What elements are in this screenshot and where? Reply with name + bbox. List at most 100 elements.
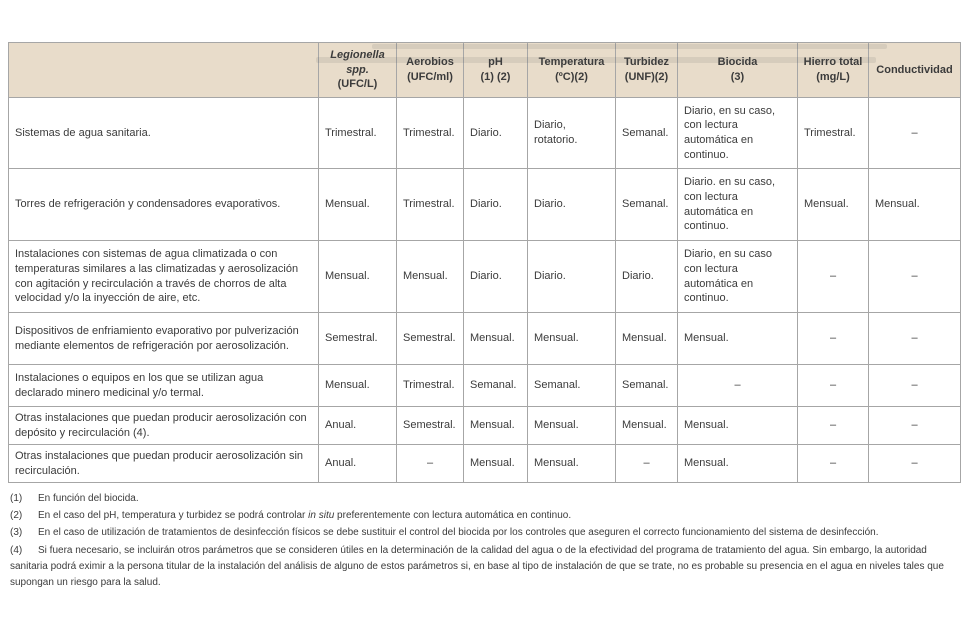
frequency-cell: Diario. [527, 168, 616, 241]
header-main: Temperatura [538, 56, 605, 69]
row-label: Otras instalaciones que puedan producir … [8, 406, 319, 445]
frequency-cell: Mensual. [615, 312, 678, 365]
frequency-cell: – [868, 444, 961, 483]
column-header-conductividad: Conductividad [868, 42, 961, 98]
column-header-turbidez: Turbidez (UNF)(2) [615, 42, 678, 98]
frequency-cell: Mensual. [527, 406, 616, 445]
frequency-cell: Mensual. [797, 168, 869, 241]
frequency-cell: Semanal. [527, 364, 616, 407]
footnote: (2) En el caso del pH, temperatura y turb… [10, 508, 960, 524]
footnote-number: (2) [10, 510, 23, 522]
frequency-cell: Trimestral. [797, 97, 869, 169]
frequency-cell: Semanal. [463, 364, 528, 407]
row-label: Sistemas de agua sanitaria. [8, 97, 319, 169]
frequency-cell: – [677, 364, 798, 407]
frequency-cell: Trimestral. [318, 97, 397, 169]
header-sub: (UFC/L) [337, 78, 378, 91]
column-header-biocida: Biocida (3) [677, 42, 798, 98]
header-sub: (1) (2) [480, 71, 511, 83]
frequency-cell: Diario. [615, 240, 678, 313]
header-sub: (3) [730, 71, 745, 83]
frequency-cell: Diario. en su caso, con lectura automáti… [677, 168, 798, 241]
footnote-text: En el caso de utilización de tratamiento… [38, 527, 879, 539]
sampling-frequency-table: Legionella spp. (UFC/L) Aerobios (UFC/ml) pH… [8, 42, 961, 483]
frequency-cell: – [868, 406, 961, 445]
header-row: Legionella spp. (UFC/L) Aerobios (UFC/ml) pH… [8, 42, 961, 98]
frequency-cell: Diario. [463, 168, 528, 241]
frequency-cell: – [797, 364, 869, 407]
frequency-cell: Mensual. [677, 444, 798, 483]
column-header-ph: pH (1) (2) [463, 42, 528, 98]
frequency-cell: Diario, en su caso, con lectura automáti… [677, 97, 798, 169]
frequency-cell: Diario, rotatorio. [527, 97, 616, 169]
frequency-cell: Semestral. [396, 312, 464, 365]
frequency-cell: Mensual. [868, 168, 961, 241]
frequency-cell: Mensual. [318, 168, 397, 241]
column-header-hierro-total: Hierro total (mg/L) [797, 42, 869, 98]
header-main: Legionella spp. [330, 49, 385, 76]
frequency-cell: Diario. [463, 97, 528, 169]
column-header-empty [8, 42, 319, 98]
row-label: Instalaciones con sistemas de agua clima… [8, 240, 319, 313]
header-main: Conductividad [876, 63, 953, 76]
frequency-cell: Semestral. [318, 312, 397, 365]
frequency-cell: – [868, 364, 961, 407]
frequency-cell: Trimestral. [396, 364, 464, 407]
footnote-text: preferentemente con lectura automática e… [334, 510, 572, 522]
frequency-cell: Trimestral. [396, 168, 464, 241]
footnote: (4) Si fuera necesario, se incluirán otro… [10, 543, 960, 592]
table-row: Dispositivos de enfriamiento evaporativo… [8, 312, 961, 365]
faint-text-line [316, 57, 876, 63]
header-sub: (UNF)(2) [624, 71, 669, 83]
table-row: Instalaciones o equipos en los que se ut… [8, 364, 961, 407]
frequency-cell: – [797, 406, 869, 445]
frequency-cell: Anual. [318, 406, 397, 445]
frequency-cell: Mensual. [318, 240, 397, 313]
frequency-cell: Diario. [527, 240, 616, 313]
frequency-cell: Diario, en su caso con lectura automátic… [677, 240, 798, 313]
frequency-cell: – [797, 444, 869, 483]
table-body: Sistemas de agua sanitaria. Trimestral. Tr… [8, 97, 961, 483]
header-main: Hierro total [803, 56, 863, 69]
frequency-cell: – [868, 97, 961, 169]
frequency-cell: Semanal. [615, 97, 678, 169]
frequency-cell: – [615, 444, 678, 483]
header-sub: (UFC/ml) [407, 71, 453, 83]
table-row: Otras instalaciones que puedan producir … [8, 444, 961, 483]
footnote: (3) En el caso de utilización de tratamie… [10, 525, 960, 541]
frequency-cell: Mensual. [677, 312, 798, 365]
frequency-cell: – [396, 444, 464, 483]
frequency-cell: Semanal. [615, 168, 678, 241]
faint-text-line [372, 44, 887, 49]
frequency-cell: Mensual. [396, 240, 464, 313]
document-page: Legionella spp. (UFC/L) Aerobios (UFC/ml) pH… [0, 42, 965, 591]
row-label: Torres de refrigeración y condensadores … [8, 168, 319, 241]
frequency-cell: – [868, 312, 961, 365]
frequency-cell: Diario. [463, 240, 528, 313]
table-row: Sistemas de agua sanitaria. Trimestral. Tr… [8, 97, 961, 169]
footnote-text: Si fuera necesario, se incluirán otros p… [10, 544, 944, 588]
footnote: (1) En función del biocida. [10, 491, 960, 507]
row-label: Dispositivos de enfriamiento evaporativo… [8, 312, 319, 365]
column-header-aerobios: Aerobios (UFC/ml) [396, 42, 464, 98]
footnotes: (1) En función del biocida. (2) En el caso … [10, 491, 960, 591]
header-main: Aerobios [406, 56, 454, 69]
footnote-text: En función del biocida. [38, 493, 139, 504]
header-main: pH [488, 56, 503, 69]
table-header: Legionella spp. (UFC/L) Aerobios (UFC/ml) pH… [8, 42, 961, 98]
frequency-cell: Mensual. [527, 444, 616, 483]
table-row: Otras instalaciones que puedan producir … [8, 406, 961, 445]
row-label: Instalaciones o equipos en los que se ut… [8, 364, 319, 407]
frequency-cell: Mensual. [615, 406, 678, 445]
frequency-cell: Semanal. [615, 364, 678, 407]
frequency-cell: Mensual. [463, 444, 528, 483]
frequency-cell: Mensual. [463, 312, 528, 365]
column-header-temperatura: Temperatura (ºC)(2) [527, 42, 616, 98]
header-sub: (ºC)(2) [555, 71, 588, 83]
table-row: Torres de refrigeración y condensadores … [8, 168, 961, 241]
footnote-number: (4) [10, 544, 23, 556]
frequency-cell: – [868, 240, 961, 313]
frequency-cell: Mensual. [463, 406, 528, 445]
footnote-number: (1) [10, 493, 23, 504]
frequency-cell: Mensual. [527, 312, 616, 365]
